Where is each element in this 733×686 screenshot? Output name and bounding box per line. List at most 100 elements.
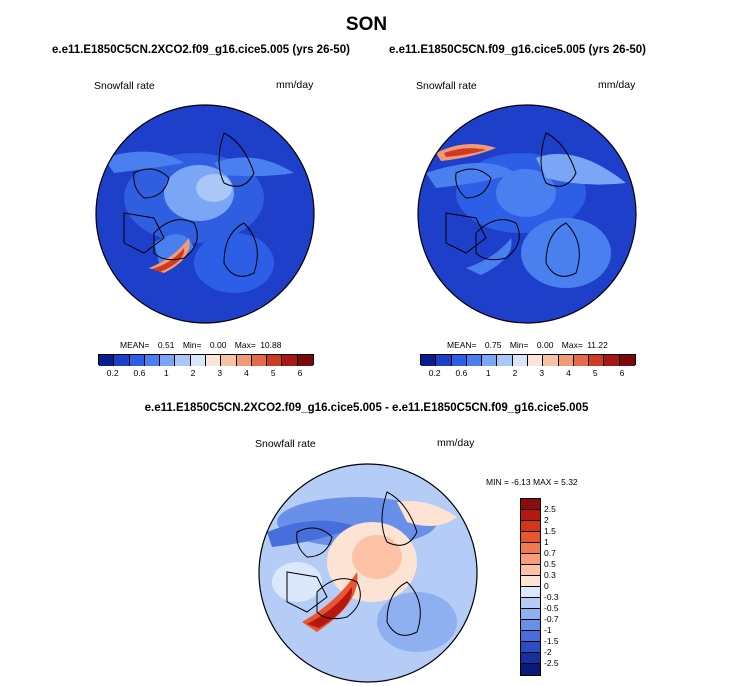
panel2-colorbar-segment — [619, 355, 635, 366]
panel1-min-label: Min= — [182, 340, 202, 350]
panel1-colorbar-ticks: 0.2 0.6 1 2 3 4 5 6 — [98, 354, 314, 382]
panel1-polar-map — [95, 104, 315, 324]
difference-colorbar-segment — [521, 620, 540, 631]
panel1-colorbar-segment — [206, 355, 222, 366]
panel2-colorbar-segment — [436, 355, 452, 366]
difference-colorbar-tick-label: -2.5 — [544, 658, 559, 668]
panel1-colorbar-tick-label: 3 — [217, 368, 223, 378]
panel2-colorbar-segment — [573, 355, 590, 366]
panel2-colorbar-segment — [589, 355, 605, 366]
panel1-units-label: mm/day — [276, 79, 314, 91]
difference-colorbar-tick-label: 1 — [544, 537, 549, 547]
difference-colorbar-tick-label: -0.7 — [544, 614, 559, 624]
difference-colorbar-tick-label: 0.5 — [544, 559, 556, 569]
panel2-units-label: mm/day — [598, 79, 636, 91]
panel1-variable-label: Snowfall rate — [94, 80, 155, 92]
difference-colorbar — [520, 498, 541, 676]
panel2-colorbar-tick-label: 5 — [592, 368, 598, 378]
difference-colorbar-segment — [521, 532, 540, 543]
difference-colorbar-segment — [521, 587, 540, 598]
panel2-colorbar-segment — [558, 355, 574, 366]
panel2-colorbar-tick-label: 3 — [539, 368, 545, 378]
panel2-mean-label: MEAN= — [447, 340, 477, 350]
difference-colorbar-tick-label: 2 — [544, 515, 549, 525]
difference-variable-label: Snowfall rate — [255, 438, 316, 450]
panel1-colorbar-segment — [160, 355, 176, 366]
panel1-max-value: 10.88 — [260, 340, 282, 350]
panel2-max-label: Max= — [561, 340, 583, 350]
panel1-colorbar-tick-label: 1 — [163, 368, 169, 378]
panel2-colorbar-segment — [604, 355, 620, 366]
difference-colorbar-tick-label: 0 — [544, 581, 549, 591]
difference-colorbar-tick-label: -2 — [544, 647, 552, 657]
panel2-min-label: Min= — [509, 340, 529, 350]
panel1-colorbar-segment — [190, 355, 206, 366]
panel1-max-label: Max= — [234, 340, 256, 350]
panel1-colorbar-segment — [129, 355, 145, 366]
panel2-colorbar-segment — [451, 355, 467, 366]
difference-colorbar-tick-label: 2.5 — [544, 504, 556, 514]
panel2-colorbar-tick-label: 6 — [619, 368, 625, 378]
difference-colorbar-ticks: 2.5 2 1.5 1 0.7 0.5 0.3 0 -0.3 -0.5 -0.7 -1 -1.5 -2 -2… — [520, 498, 580, 676]
panel2-colorbar-segment — [543, 355, 559, 366]
panel1-colorbar-segment — [297, 355, 313, 366]
figure-title: SON — [345, 14, 388, 35]
panel1-colorbar-tick-label: 2 — [190, 368, 196, 378]
difference-colorbar-segment — [521, 664, 540, 675]
difference-colorbar-tick-label: 1.5 — [544, 526, 556, 536]
panel1-colorbar — [98, 354, 314, 366]
panel1-colorbar-tick-label: 4 — [244, 368, 249, 378]
panel1-min-value: 0.00 — [209, 340, 227, 350]
difference-colorbar-segment — [521, 510, 540, 521]
difference-units-label: mm/day — [437, 437, 475, 449]
panel1-mean-value: 0.51 — [157, 340, 175, 350]
panel1-colorbar-segment — [99, 355, 115, 366]
difference-colorbar-segment — [521, 598, 540, 609]
panel2-colorbar — [420, 354, 636, 366]
panel1-colorbar-segment — [267, 355, 283, 366]
difference-colorbar-tick-label: -1 — [544, 625, 552, 635]
panel2-colorbar-ticks: 0.2 0.6 1 2 3 4 5 6 — [420, 354, 636, 382]
panel2-colorbar-tick-label: 1 — [485, 368, 491, 378]
panel1-colorbar-segment — [236, 355, 252, 366]
panel2-colorbar-segment — [482, 355, 498, 366]
difference-colorbar-tick-label: 0.7 — [544, 548, 556, 558]
difference-colorbar-segment — [521, 521, 540, 532]
difference-colorbar-tick-label: -0.5 — [544, 603, 559, 613]
panel2-colorbar-segment — [528, 355, 544, 366]
difference-colorbar-segment — [521, 576, 540, 587]
panel1-colorbar-segment — [175, 355, 191, 366]
panel1-case-title: e.e11.E1850C5CN.2XCO2.f09_g16.cice5.005 … — [52, 44, 350, 56]
panel2-colorbar-segment — [512, 355, 528, 366]
panel1-colorbar-tick-label: 5 — [270, 368, 276, 378]
difference-colorbar-tick-label: 0.3 — [544, 570, 556, 580]
panel2-polar-map — [417, 104, 637, 324]
difference-colorbar-segment — [521, 565, 540, 576]
difference-colorbar-tick-label: -1.5 — [544, 636, 559, 646]
panel2-colorbar-segment — [421, 355, 437, 366]
difference-colorbar-segment — [521, 543, 540, 554]
difference-polar-map — [258, 463, 478, 683]
panel2-stats: MEAN= 0.75 Min= 0.00 Max= 11.22 — [447, 340, 608, 350]
panel1-stats: MEAN= 0.51 Min= 0.00 Max= 10.88 — [120, 340, 281, 350]
panel2-colorbar-tick-label: 4 — [566, 368, 571, 378]
panel2-colorbar-segment — [466, 355, 483, 366]
panel2-case-title: e.e11.E1850C5CN.f09_g16.cice5.005 (yrs 2… — [389, 44, 647, 56]
difference-min-max-text: MIN = -6.13 MAX = 5.32 — [486, 477, 578, 487]
panel2-max-value: 11.22 — [587, 340, 608, 350]
difference-case-title: e.e11.E1850C5CN.2XCO2.f09_g16.cice5.005 … — [144, 402, 589, 414]
panel1-colorbar-tick-label: 6 — [297, 368, 303, 378]
panel2-colorbar-tick-label: 0.2 — [428, 368, 441, 378]
difference-colorbar-segment — [521, 653, 540, 664]
panel2-colorbar-tick-label: 0.6 — [455, 368, 468, 378]
panel2-colorbar-segment — [497, 355, 513, 366]
panel2-variable-label: Snowfall rate — [416, 80, 477, 92]
difference-colorbar-segment — [521, 642, 540, 653]
panel1-colorbar-segment — [251, 355, 268, 366]
difference-colorbar-segment — [521, 499, 540, 510]
difference-colorbar-segment — [521, 609, 540, 620]
panel1-colorbar-segment — [221, 355, 237, 366]
panel1-colorbar-segment — [282, 355, 298, 366]
difference-colorbar-segment — [521, 554, 540, 565]
panel2-colorbar-tick-label: 2 — [512, 368, 518, 378]
